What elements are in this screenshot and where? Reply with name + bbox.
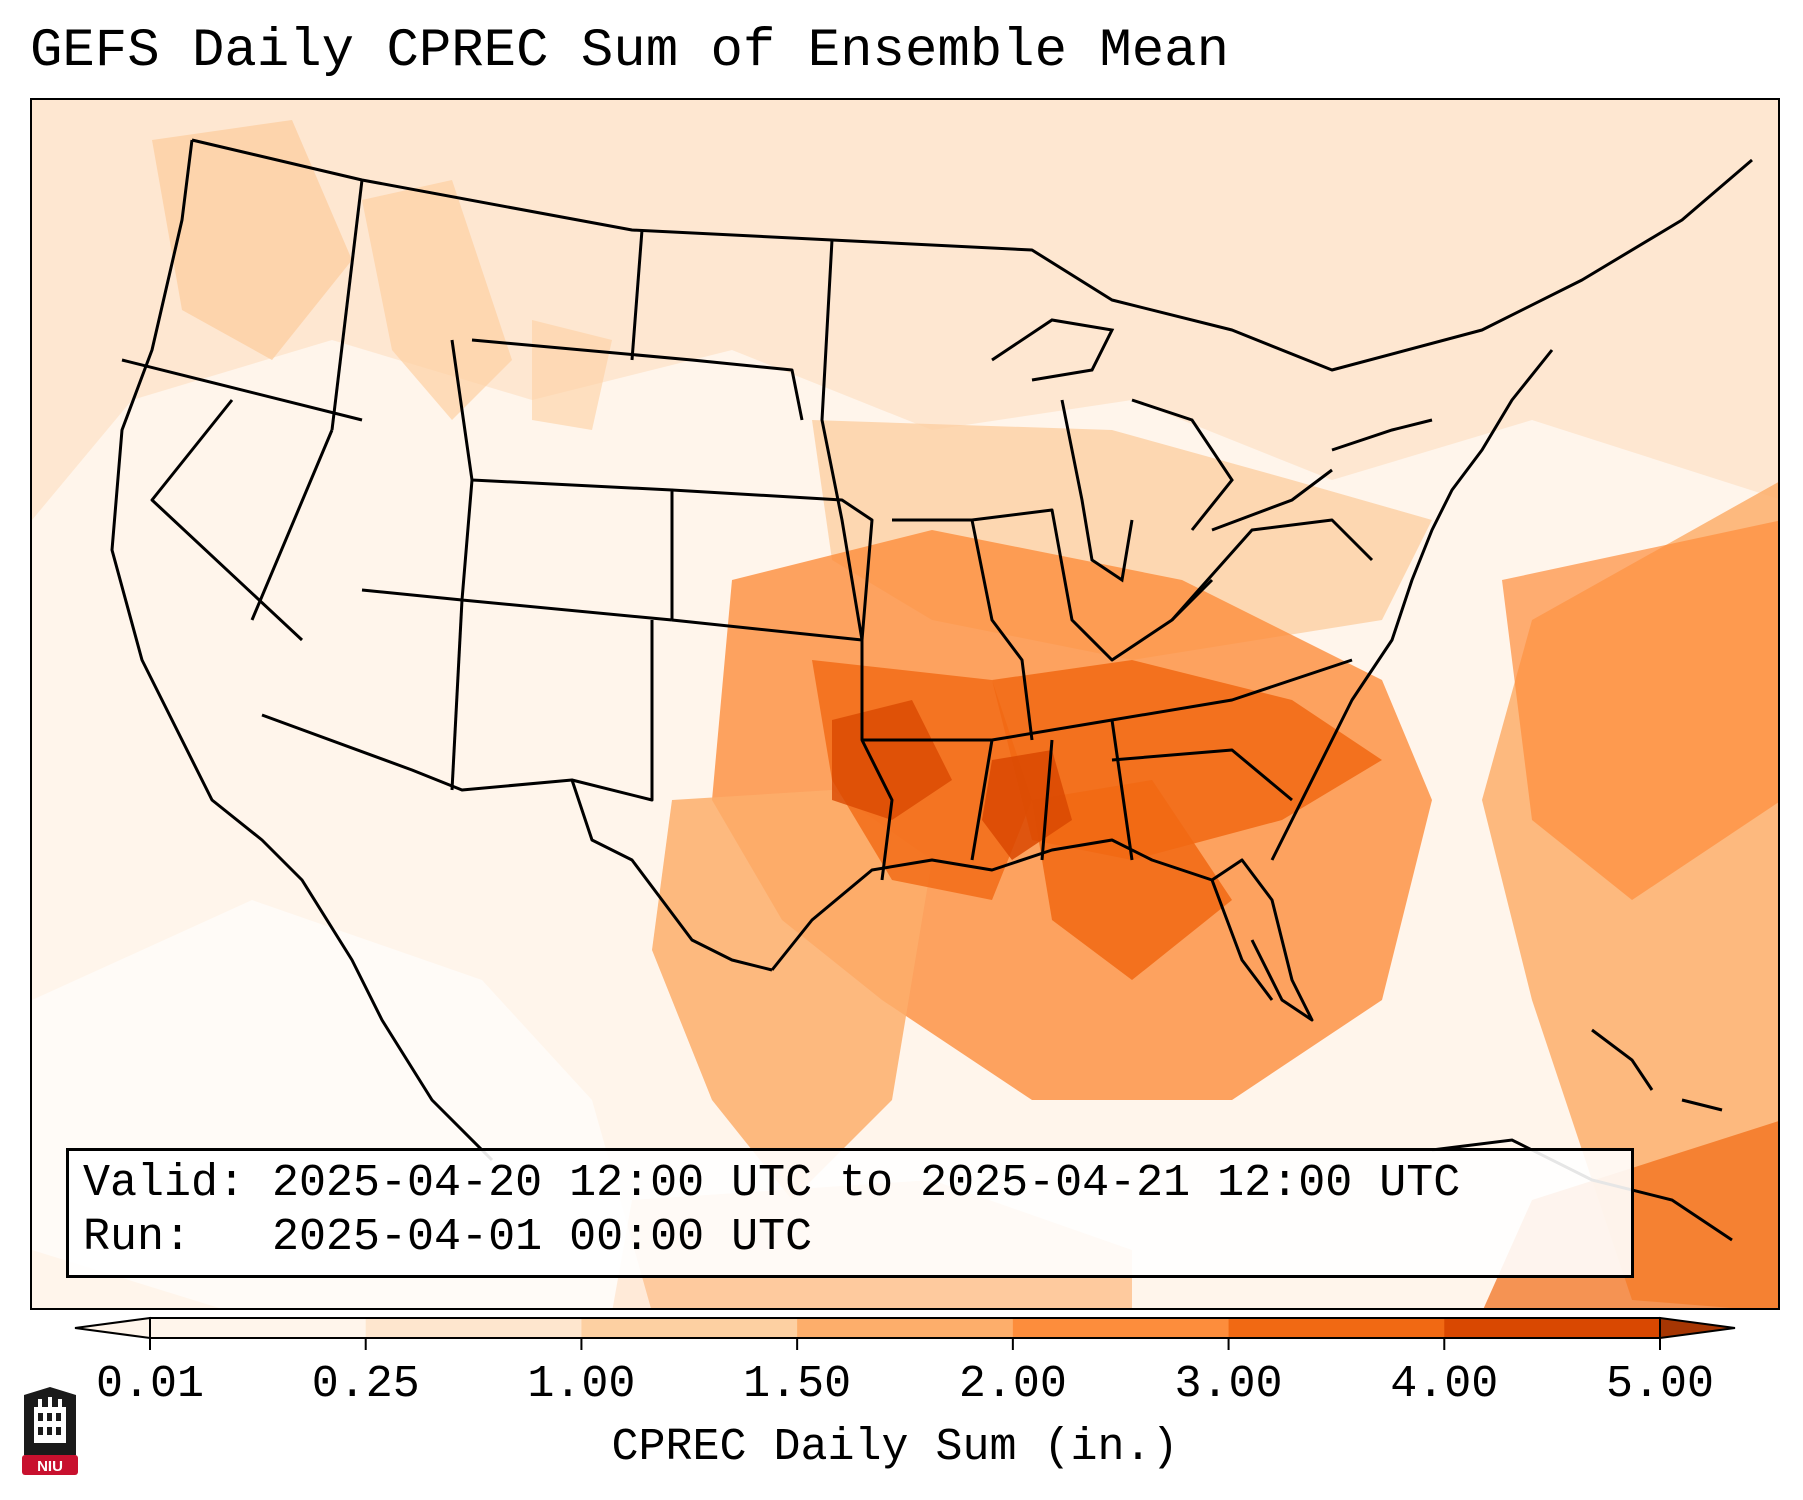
valid-time-text: Valid: 2025-04-20 12:00 UTC to 2025-04-2… xyxy=(83,1158,1461,1209)
colorbar-label: CPREC Daily Sum (in.) xyxy=(611,1422,1179,1473)
run-time-text: Run: 2025-04-01 00:00 UTC xyxy=(83,1212,813,1263)
colorbar-tick-label: 2.00 xyxy=(958,1359,1067,1410)
colorbar-extend-low xyxy=(74,1316,151,1340)
colorbar-segment xyxy=(1444,1318,1661,1338)
colorbar-segment xyxy=(797,1318,1014,1338)
colorbar-segment xyxy=(150,1318,367,1338)
colorbar-extend-high xyxy=(1659,1316,1736,1340)
map-panel xyxy=(30,98,1780,1310)
colorbar-segment xyxy=(365,1318,582,1338)
colorbar-tick-label: 4.00 xyxy=(1390,1359,1499,1410)
colorbar-tick-label: 1.50 xyxy=(743,1359,852,1410)
colorbar-tick-label: 0.01 xyxy=(95,1359,205,1410)
colorbar xyxy=(74,1316,1736,1350)
colorbar-segment xyxy=(1012,1318,1230,1338)
colorbar-segment xyxy=(581,1318,798,1338)
great-lakes xyxy=(991,318,1433,583)
colorbar-tick-label: 5.00 xyxy=(1605,1359,1715,1410)
niu-logo: NIU xyxy=(22,1387,78,1475)
svg-text:NIU: NIU xyxy=(37,1458,63,1475)
map-title: GEFS Daily CPREC Sum of Ensemble Mean xyxy=(30,21,1229,82)
colorbar-segment xyxy=(1228,1318,1445,1338)
colorbar-outline xyxy=(149,1317,1661,1339)
colorbar-tick-label: 1.00 xyxy=(527,1359,636,1410)
colorbar-tick-label: 3.00 xyxy=(1174,1359,1283,1410)
precipitation-map xyxy=(32,100,1778,1308)
colorbar-tick-label: 0.25 xyxy=(311,1359,420,1410)
validity-info-box: Valid: 2025-04-20 12:00 UTC to 2025-04-2… xyxy=(66,1148,1634,1278)
precip-field xyxy=(32,100,1778,1308)
state-boundaries xyxy=(110,138,1753,1162)
